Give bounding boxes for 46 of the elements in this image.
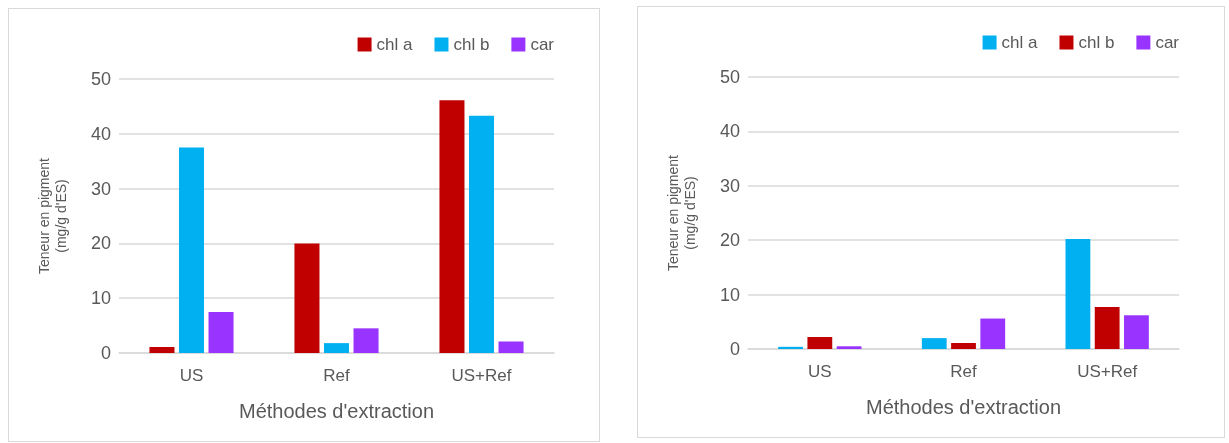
x-tick-label: US+Ref bbox=[451, 366, 512, 385]
x-axis-title: Méthodes d'extraction bbox=[865, 396, 1062, 418]
y-tick-label: 10 bbox=[719, 284, 740, 305]
y-tick-label: 0 bbox=[729, 339, 740, 359]
legend-label: chl a bbox=[376, 35, 414, 54]
bar bbox=[439, 100, 465, 353]
bar bbox=[294, 243, 320, 353]
y-tick-label: 40 bbox=[90, 123, 111, 144]
y-axis-title: Teneur en pigment (mg/g d'ES) bbox=[35, 157, 69, 274]
bar bbox=[1065, 239, 1091, 349]
bar bbox=[807, 337, 833, 349]
bar bbox=[149, 346, 175, 353]
bar bbox=[178, 147, 205, 353]
bar bbox=[980, 318, 1006, 349]
bar bbox=[1094, 307, 1120, 349]
y-tick-label: 10 bbox=[90, 288, 111, 309]
y-tick-label: 40 bbox=[719, 121, 740, 142]
y-tick-label: 20 bbox=[719, 230, 740, 251]
bar bbox=[836, 346, 862, 349]
x-tick-label: Ref bbox=[323, 366, 350, 385]
x-tick-label: US bbox=[179, 366, 204, 385]
bar bbox=[778, 346, 803, 349]
legend-label: chl a bbox=[1001, 33, 1039, 52]
x-tick-label: US+Ref bbox=[1077, 362, 1138, 381]
bar bbox=[951, 343, 976, 349]
bar bbox=[1124, 315, 1149, 349]
bar bbox=[468, 115, 495, 353]
x-tick-label: Ref bbox=[950, 362, 977, 381]
bar bbox=[921, 338, 947, 349]
y-tick-label: 20 bbox=[90, 233, 111, 254]
y-tick-label: 0 bbox=[100, 343, 111, 363]
y-tick-label: 50 bbox=[719, 67, 740, 87]
bar bbox=[498, 341, 524, 353]
legend-label: car bbox=[1155, 33, 1180, 52]
y-tick-label: 30 bbox=[719, 175, 740, 196]
legend-label: car bbox=[530, 35, 555, 54]
bar bbox=[323, 343, 350, 353]
x-tick-label: US bbox=[808, 362, 832, 381]
legend-label: chl b bbox=[1078, 33, 1115, 52]
bar bbox=[353, 328, 379, 353]
y-axis-title: Teneur en pigment (mg/g d'ES) bbox=[664, 154, 698, 271]
y-tick-label: 30 bbox=[90, 178, 111, 199]
y-tick-label: 50 bbox=[90, 69, 111, 89]
x-axis-title: Méthodes d'extraction bbox=[238, 400, 435, 422]
legend-label: chl b bbox=[453, 35, 490, 54]
bar bbox=[208, 311, 234, 353]
